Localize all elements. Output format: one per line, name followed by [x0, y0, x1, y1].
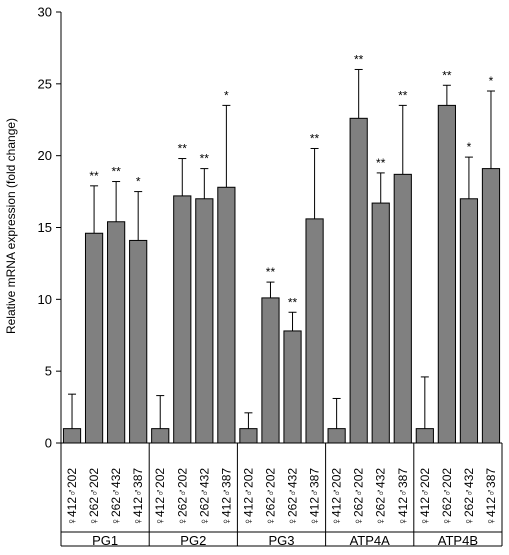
category-label: ♀262♂432: [109, 468, 123, 526]
category-label: ♀412♂202: [65, 468, 79, 526]
bars: [62, 68, 501, 444]
bar: [393, 173, 412, 444]
category-label: ♀412♂202: [153, 468, 167, 526]
category-label: ♀412♂202: [241, 468, 255, 526]
y-tick-label: 5: [45, 364, 52, 379]
category-label: ♀412♂202: [418, 468, 432, 526]
significance-marker: *: [489, 74, 494, 88]
category-label: ♀412♂387: [396, 468, 410, 526]
bar: [459, 198, 479, 444]
category-label: ♀262♂202: [352, 468, 366, 526]
axes: 0 5 10 15 20 25 30: [38, 5, 503, 547]
group-label: ATP4B: [438, 533, 478, 548]
category-label: ♀412♂202: [330, 468, 344, 526]
group-label: PG1: [92, 533, 118, 548]
category-label: ♀262♂432: [462, 468, 476, 526]
category-label: ♀262♂202: [440, 468, 454, 526]
y-tick-label: 0: [45, 436, 52, 451]
significance-marker: **: [354, 52, 364, 66]
group-label: PG3: [268, 533, 294, 548]
bar: [107, 221, 126, 444]
y-tick-label: 30: [38, 5, 52, 20]
bar: [239, 428, 258, 444]
y-tick-label: 10: [38, 292, 52, 307]
y-axis-label: Relative mRNA expression (fold change): [4, 118, 18, 334]
category-label: ♀262♂202: [263, 468, 277, 526]
bar: [481, 168, 501, 444]
group-label: ATP4A: [350, 533, 391, 548]
category-label: ♀412♂387: [484, 468, 498, 526]
significance-marker: **: [266, 265, 276, 279]
category-label: ♀262♂202: [175, 468, 189, 526]
significance-marker: **: [111, 165, 121, 179]
bar: [129, 239, 148, 444]
significance-marker: **: [89, 169, 99, 183]
category-label: ♀262♂432: [286, 468, 300, 526]
bar: [173, 195, 192, 444]
bar: [327, 428, 346, 444]
bar: [84, 232, 104, 444]
bar: [371, 202, 390, 444]
y-tick-label: 25: [38, 76, 52, 91]
group-label: PG2: [180, 533, 206, 548]
significance-marker: **: [178, 142, 188, 156]
significance-marker: **: [376, 156, 386, 170]
bar: [195, 198, 214, 444]
bar: [217, 186, 236, 444]
significance-marker: **: [398, 88, 408, 102]
y-tick-label: 20: [38, 148, 52, 163]
significance-marker: *: [467, 140, 472, 154]
bar: [415, 428, 434, 444]
labels: PG1♀412♂202**♀262♂202**♀262♂432*♀412♂387…: [65, 52, 498, 548]
category-label: ♀262♂432: [197, 468, 211, 526]
category-label: ♀262♂202: [87, 468, 101, 526]
bar: [283, 330, 302, 444]
bar: [349, 117, 368, 444]
significance-marker: **: [288, 295, 298, 309]
significance-marker: **: [310, 131, 320, 145]
bar: [305, 218, 324, 444]
category-label: ♀262♂432: [374, 468, 388, 526]
category-label: ♀412♂387: [219, 468, 233, 526]
bar: [151, 428, 170, 444]
significance-marker: **: [442, 68, 452, 82]
category-label: ♀412♂387: [308, 468, 322, 526]
bar: [62, 428, 82, 444]
bar: [437, 104, 456, 444]
significance-marker: **: [200, 152, 210, 166]
significance-marker: *: [136, 175, 141, 189]
y-tick-label: 15: [38, 220, 52, 235]
bar: [261, 297, 280, 444]
significance-marker: *: [224, 88, 229, 102]
category-label: ♀412♂387: [131, 468, 145, 526]
